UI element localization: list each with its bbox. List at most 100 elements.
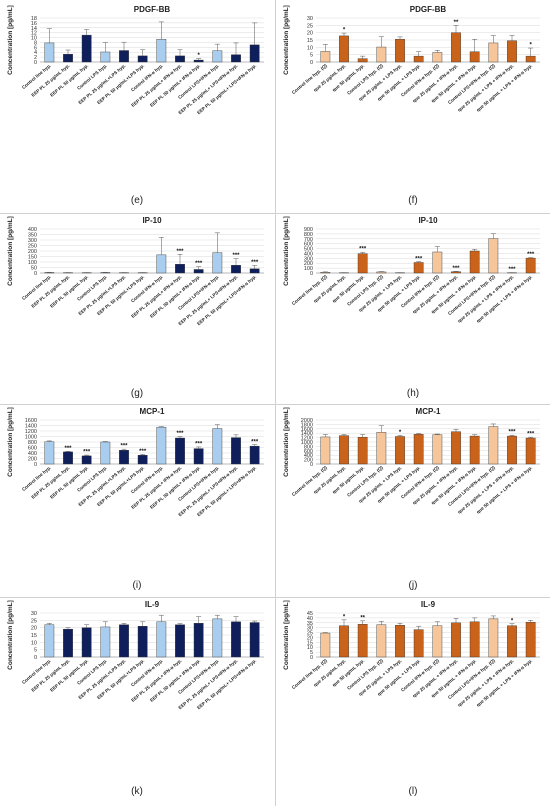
bar (193, 269, 204, 274)
bar (137, 626, 148, 658)
y-tick-label: 100 (304, 266, 313, 272)
significance-label: *** (452, 266, 460, 272)
y-tick-label: 20 (307, 635, 313, 641)
y-tick-label: 1600 (301, 427, 313, 433)
significance-label: *** (120, 444, 128, 450)
y-tick-label: 10 (307, 45, 313, 51)
bar (231, 54, 241, 63)
y-tick-label: 200 (28, 249, 37, 255)
bar (432, 52, 443, 63)
bar (469, 250, 480, 274)
y-tick-label: 600 (304, 449, 313, 455)
y-axis-label: Concentration [pg/mL] (283, 600, 290, 670)
panel-i-letter: (i) (132, 580, 142, 591)
y-tick-label: 1000 (301, 440, 313, 446)
y-tick-label: 25 (307, 23, 313, 29)
bar (249, 445, 260, 465)
y-tick-label: 10 (31, 640, 37, 646)
bar (63, 628, 73, 658)
y-tick-label: 6 (34, 45, 37, 51)
significance-label: ** (360, 615, 365, 621)
y-tick-label: 1800 (301, 422, 313, 428)
bar (451, 431, 461, 465)
bar (63, 53, 73, 63)
bar (212, 50, 223, 63)
panel-k-letter: (k) (131, 786, 143, 797)
bar (357, 253, 368, 274)
y-tick-label: 1400 (301, 431, 313, 437)
bar (413, 55, 424, 63)
x-tick-label: Control line hyp. (Q) (291, 63, 328, 96)
row-divider-3 (0, 597, 550, 598)
y-tick-label: 200 (304, 261, 313, 267)
y-tick-label: 40 (307, 616, 313, 622)
significance-label: *** (415, 256, 423, 262)
x-tick-label: que 50 μg/mL hyp. (331, 274, 365, 304)
y-tick-label: 700 (304, 237, 313, 243)
bar (193, 623, 204, 658)
y-tick-label: 25 (307, 631, 313, 637)
y-tick-label: 400 (28, 227, 37, 233)
x-tick-label: que 50 μg/mL hyp. (331, 465, 365, 495)
bar (212, 428, 223, 465)
y-tick-label: 35 (307, 621, 313, 627)
chart-title: IP-10 (418, 216, 438, 225)
panel-k: IL-9 0 5 10 15 20 25 30 Concentration [pg/mL] Con… (2, 597, 272, 742)
bar (320, 436, 331, 465)
bar (357, 436, 368, 465)
y-tick-label: 200 (28, 457, 37, 463)
panel-g: IP-10 0 50 100 150 200 250 300 350 400 Concentrati… (2, 213, 272, 358)
bar (413, 262, 424, 274)
bar (413, 629, 424, 658)
y-tick-label: 25 (31, 618, 37, 624)
y-tick-label: 100 (28, 260, 37, 266)
bar (212, 618, 223, 658)
y-tick-label: 600 (28, 446, 37, 452)
y-axis-label: Concentration [pg/mL] (7, 407, 14, 477)
x-tick-label: Control line hyp. (Q) (291, 465, 328, 498)
bar (320, 272, 331, 274)
chart-title: IL-9 (421, 600, 436, 609)
panel-j: MCP-1 0 200 400 600 800 1000 1200 1400 1600 1800 20… (278, 404, 548, 549)
bar (469, 51, 480, 63)
bar (376, 624, 387, 658)
y-tick-label: 30 (307, 626, 313, 632)
bar (507, 435, 517, 465)
y-tick-label: 16 (31, 21, 37, 27)
x-tick-label: que 25 μg/mL hyp. (313, 658, 347, 688)
y-tick-label: 8 (34, 40, 37, 46)
bar (525, 55, 536, 63)
significance-label: *** (176, 431, 184, 437)
bar (488, 426, 499, 465)
bar (175, 437, 185, 465)
y-tick-label: 1400 (25, 424, 37, 430)
bar (395, 39, 405, 63)
y-tick-label: 1600 (25, 418, 37, 424)
y-tick-label: 30 (31, 611, 37, 617)
y-tick-label: 10 (31, 36, 37, 42)
chart-title: PDGF-BB (134, 5, 171, 14)
significance-label: *** (527, 252, 535, 258)
significance-label: * (511, 618, 514, 624)
bar (432, 625, 443, 658)
significance-label: *** (176, 249, 184, 255)
bar (44, 624, 55, 658)
y-tick-label: 0 (310, 462, 313, 468)
bar (137, 455, 148, 465)
y-axis-label: Concentration [pg/mL] (283, 216, 290, 286)
y-tick-label: 0 (34, 462, 37, 468)
y-tick-label: 250 (28, 244, 37, 250)
y-tick-label: 15 (307, 640, 313, 646)
y-tick-label: 20 (307, 31, 313, 37)
y-axis-label: Concentration [pg/mL] (7, 5, 14, 75)
bar (339, 435, 349, 465)
significance-label: *** (139, 449, 147, 455)
y-tick-label: 500 (304, 247, 313, 253)
row-divider-1 (0, 213, 550, 214)
y-tick-label: 18 (31, 16, 37, 22)
panel-e-letter: (e) (130, 195, 144, 206)
